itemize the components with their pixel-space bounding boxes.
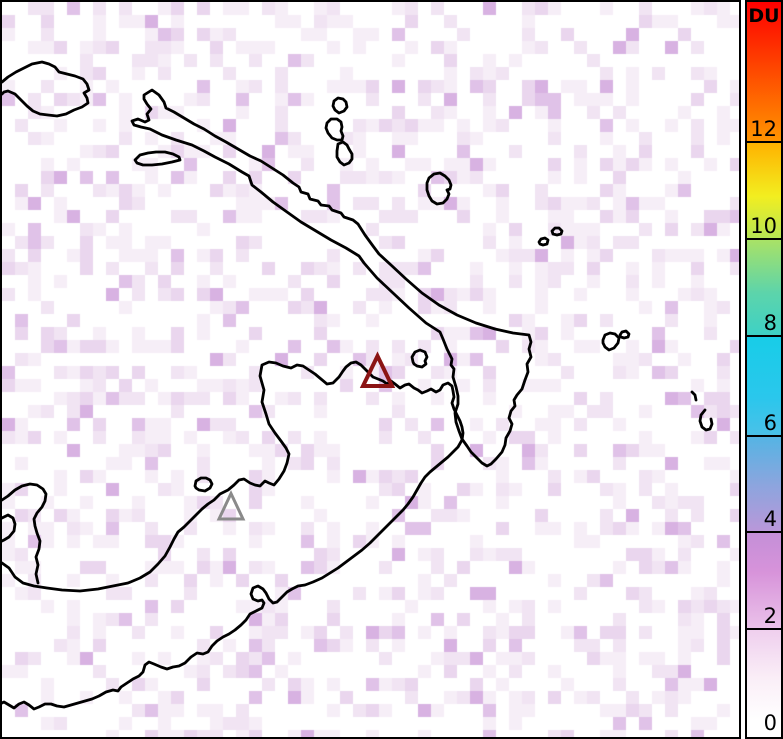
colorbar-band (747, 143, 781, 241)
volcano-marker-gray (216, 489, 246, 521)
colorbar-tick-label: 12 (750, 117, 777, 142)
volcano-marker-dark-red (359, 351, 396, 388)
coastline-path (193, 476, 214, 493)
colorbar-panel: 12 10 8 6 4 2 0 DU (745, 0, 783, 739)
coastline-path (410, 348, 429, 369)
coastline-path (335, 140, 354, 167)
colorbar-band (747, 337, 781, 438)
colorbar-tick-line (747, 435, 781, 438)
coastline-path (331, 96, 349, 115)
colorbar-tick-label: 6 (763, 411, 777, 436)
coastline-path (601, 331, 621, 352)
colorbar-gradient: 12 10 8 6 4 2 0 (747, 2, 781, 737)
colorbar-tick-line (747, 627, 781, 630)
colorbar-band (747, 2, 781, 144)
coastline-path (618, 329, 631, 340)
coastline-path (2, 60, 91, 118)
map-panel (0, 0, 741, 739)
colorbar-tick-line (747, 335, 781, 338)
coastline-path (2, 360, 465, 711)
colorbar-band (747, 532, 781, 630)
colorbar-tick-label: 0 (763, 711, 777, 735)
coastline-path (2, 513, 17, 543)
coastline-path (690, 390, 698, 402)
colorbar-tick-label: 2 (763, 603, 777, 628)
colorbar-unit-label: DU (748, 5, 780, 27)
coastline-path (130, 88, 533, 468)
colorbar-tick-line (747, 238, 781, 241)
coastline-path (324, 117, 345, 142)
colorbar-tick-label: 10 (750, 214, 777, 239)
colorbar-band (747, 240, 781, 338)
coastline-path (133, 150, 182, 167)
colorbar-band (747, 437, 781, 533)
colorbar-tick-label: 8 (763, 311, 777, 336)
coastline-path (425, 171, 453, 206)
colorbar-tick-line (747, 530, 781, 533)
coastline-path (550, 226, 564, 237)
coastline-path (2, 482, 48, 585)
coastline-path (698, 408, 714, 432)
coastline-path (537, 236, 550, 247)
coastline-svg (2, 60, 714, 711)
colorbar-tick-line (747, 141, 781, 144)
colorbar-tick-label: 4 (763, 506, 777, 531)
colorbar-band (747, 629, 781, 737)
